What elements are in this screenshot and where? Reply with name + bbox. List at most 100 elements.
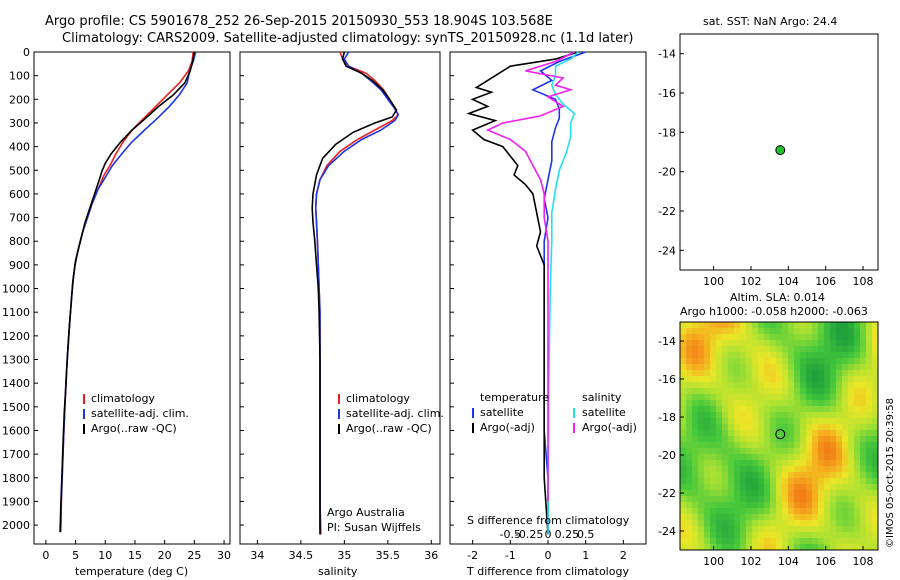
sla-cell <box>770 430 777 437</box>
sla-cell <box>758 454 765 461</box>
sla-cell <box>734 346 741 353</box>
sla-cell <box>746 436 753 443</box>
sla-cell <box>794 388 801 395</box>
sla-cell <box>698 328 705 335</box>
sla-cell <box>728 538 735 545</box>
sla-cell <box>704 400 711 407</box>
sla-cell <box>758 460 765 467</box>
sla-cell <box>680 328 687 335</box>
sla-cell <box>740 358 747 365</box>
sla-cell <box>806 436 813 443</box>
sla-cell <box>734 364 741 371</box>
sla-cell <box>806 532 813 539</box>
sla-cell <box>680 472 687 479</box>
sla-cell <box>830 448 837 455</box>
sla-cell <box>752 544 759 551</box>
depth-tick-label-12: 1200 <box>2 330 30 343</box>
sla-cell <box>680 466 687 473</box>
sla-cell <box>860 322 867 329</box>
sla-cell <box>788 538 795 545</box>
sla-cell <box>812 424 819 431</box>
sla-cell <box>758 466 765 473</box>
sla-cell <box>818 346 825 353</box>
sla-cell <box>686 394 693 401</box>
sla-cell <box>680 424 687 431</box>
sla-cell <box>872 544 879 551</box>
sst-map-panel: sat. SST: NaN Argo: 24.4 100 102 104 106 108… <box>658 15 879 288</box>
sla-cell <box>824 484 831 491</box>
sla-cell <box>782 454 789 461</box>
sla-cell <box>824 478 831 485</box>
sla-cell <box>764 454 771 461</box>
sla-cell <box>734 526 741 533</box>
sla-cell <box>836 364 843 371</box>
sla-cell <box>758 394 765 401</box>
sla-cell <box>860 538 867 545</box>
sla-cell <box>782 436 789 443</box>
sla-cell <box>770 436 777 443</box>
sla-cell <box>698 442 705 449</box>
sla-cell <box>746 466 753 473</box>
sla-cell <box>740 394 747 401</box>
sla-cell <box>680 448 687 455</box>
sla-cell <box>686 484 693 491</box>
depth-tick-label-3: 300 <box>9 117 30 130</box>
map_sst-xtick-label-4: 108 <box>853 275 874 288</box>
sla-cell <box>848 352 855 359</box>
temperature-line-2 <box>59 51 196 533</box>
sla-cell <box>848 334 855 341</box>
sla-cell <box>842 478 849 485</box>
sla-cell <box>710 526 717 533</box>
sla-cell <box>734 394 741 401</box>
salinity-xtick-label-0: 34 <box>250 549 264 562</box>
sla-cell <box>752 370 759 377</box>
sla-cell <box>740 448 747 455</box>
sla-cell <box>758 358 765 365</box>
sla-cell <box>752 496 759 503</box>
sla-cell <box>764 412 771 419</box>
sla-cell <box>680 496 687 503</box>
sla-cell <box>740 454 747 461</box>
sla-cell <box>758 412 765 419</box>
depth-tick-label-5: 500 <box>9 164 30 177</box>
sla-cell <box>752 508 759 515</box>
sla-cell <box>752 448 759 455</box>
sla-cell <box>734 490 741 497</box>
sla-cell <box>752 538 759 545</box>
sla-cell <box>764 466 771 473</box>
sla-cell <box>716 436 723 443</box>
sla-cell <box>842 514 849 521</box>
sla-cell <box>860 424 867 431</box>
sla-cell <box>734 382 741 389</box>
sla-cell <box>842 532 849 539</box>
sla-cell <box>848 370 855 377</box>
sla-cell <box>680 370 687 377</box>
sla-cell <box>806 412 813 419</box>
sla-cell <box>782 394 789 401</box>
sla-cell <box>824 376 831 383</box>
sla-cell <box>758 400 765 407</box>
sla-cell <box>692 484 699 491</box>
sla-cell <box>794 346 801 353</box>
sla-cell <box>698 514 705 521</box>
sla-cell <box>812 442 819 449</box>
sla-cell <box>764 490 771 497</box>
sla-cell <box>794 466 801 473</box>
sla-cell <box>728 394 735 401</box>
sla-cell <box>872 436 879 443</box>
sla-cell <box>830 322 837 329</box>
sla-cell <box>794 532 801 539</box>
sla-cell <box>800 346 807 353</box>
sla-cell <box>776 358 783 365</box>
sla-cell <box>854 352 861 359</box>
sla-cell <box>692 394 699 401</box>
sla-cell <box>752 526 759 533</box>
sla-cell <box>866 340 873 347</box>
sla-cell <box>704 436 711 443</box>
legend-temperature-header: temperature <box>480 391 549 404</box>
sla-cell <box>854 418 861 425</box>
sla-cell <box>740 334 747 341</box>
sla-cell <box>866 502 873 509</box>
sla-cell <box>806 376 813 383</box>
sla-cell <box>680 508 687 515</box>
